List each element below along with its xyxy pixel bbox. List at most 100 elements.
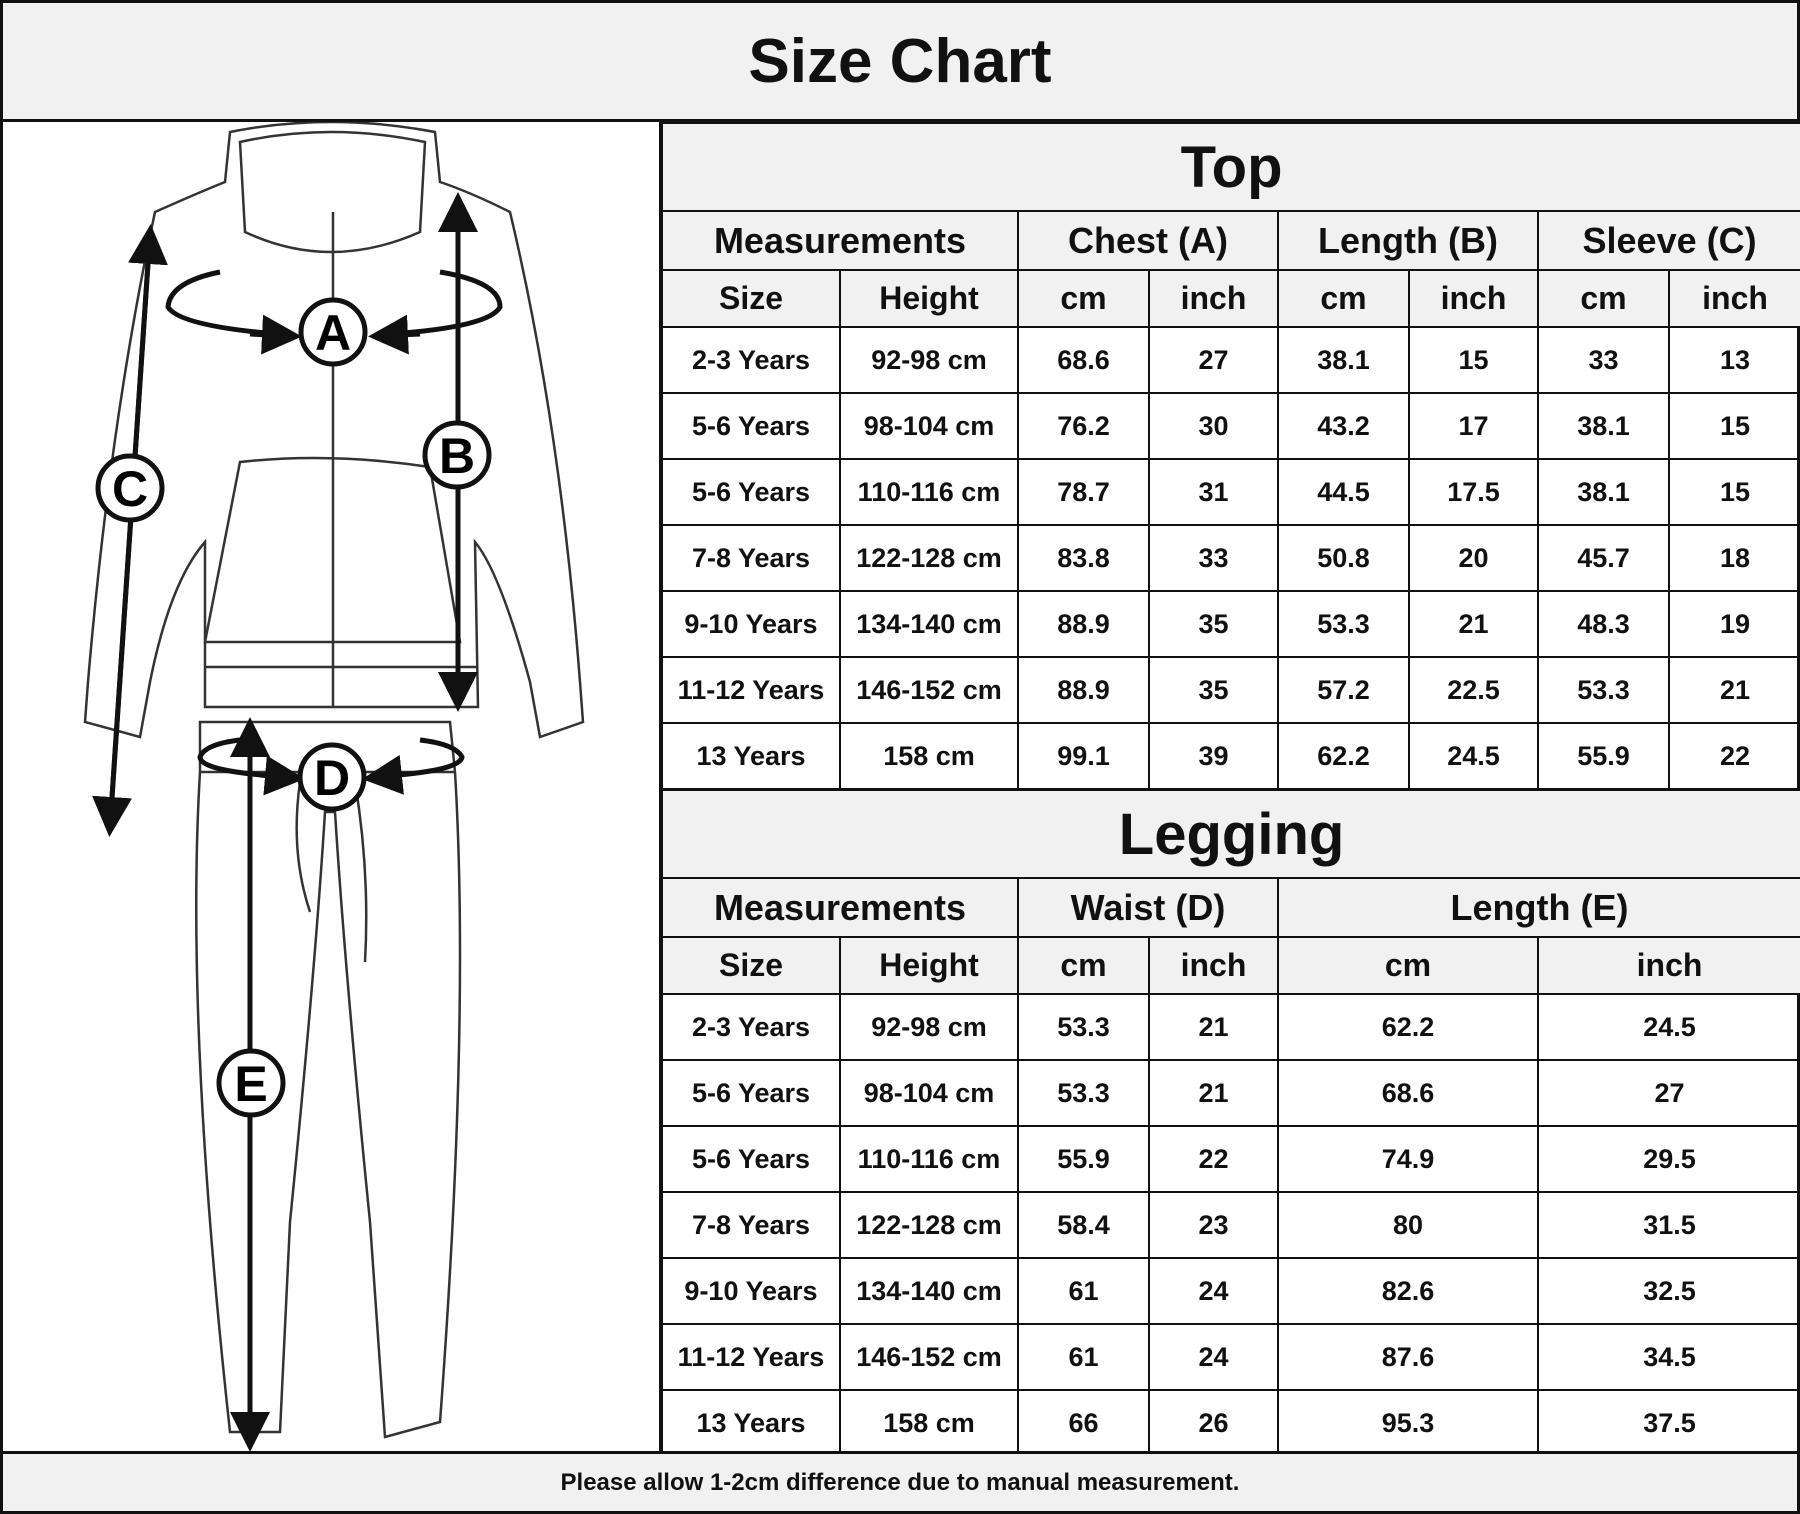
- table-cell: 24.5: [1536, 993, 1800, 1061]
- table-cell: 24: [1148, 1257, 1279, 1325]
- table-cell: 43.2: [1277, 392, 1410, 460]
- table-cell: 58.4: [1017, 1191, 1150, 1259]
- table-row: 9-10 Years 134-140 cm 88.9 35 53.3 21 48.3 19: [661, 590, 1800, 658]
- table-cell: 13 Years: [661, 722, 841, 790]
- column-header: cm: [1537, 269, 1670, 328]
- table-cell: 24: [1148, 1323, 1279, 1391]
- table-cell: 34.5: [1536, 1323, 1800, 1391]
- marker-c: C: [95, 453, 165, 523]
- table-cell: 21: [1148, 993, 1279, 1061]
- table-cell: 61: [1017, 1257, 1150, 1325]
- table-cell: 50.8: [1277, 524, 1410, 592]
- table-cell: 24.5: [1408, 722, 1539, 790]
- table-cell: 87.6: [1277, 1323, 1539, 1391]
- table-cell: 92-98 cm: [839, 326, 1019, 394]
- table-cell: 30: [1148, 392, 1279, 460]
- column-header: Height: [839, 936, 1019, 995]
- table-cell: 88.9: [1017, 656, 1150, 724]
- column-header: inch: [1536, 936, 1800, 995]
- table-cell: 19: [1667, 590, 1800, 658]
- table-cell: 18: [1667, 524, 1800, 592]
- table-row: 5-6 Years 110-116 cm 78.7 31 44.5 17.5 38.1 15: [661, 458, 1800, 526]
- table-cell: 33: [1148, 524, 1279, 592]
- table-cell: 27: [1536, 1059, 1800, 1127]
- table-cell: 122-128 cm: [839, 1191, 1019, 1259]
- table-cell: 22.5: [1408, 656, 1539, 724]
- table-cell: 98-104 cm: [839, 392, 1019, 460]
- table-cell: 27: [1148, 326, 1279, 394]
- column-header: Size: [661, 269, 841, 328]
- table-cell: 146-152 cm: [839, 656, 1019, 724]
- marker-a: A: [298, 297, 368, 367]
- table-cell: 110-116 cm: [839, 458, 1019, 526]
- table-cell: 68.6: [1277, 1059, 1539, 1127]
- column-header: inch: [1667, 269, 1800, 328]
- table-cell: 13 Years: [661, 1389, 841, 1457]
- footer-note: Please allow 1-2cm difference due to man…: [0, 1451, 1800, 1514]
- table-cell: 35: [1148, 656, 1279, 724]
- table-cell: 57.2: [1277, 656, 1410, 724]
- column-header: cm: [1017, 269, 1150, 328]
- table-cell: 17: [1408, 392, 1539, 460]
- table-cell: 122-128 cm: [839, 524, 1019, 592]
- table-row: 2-3 Years 92-98 cm 53.3 21 62.2 24.5: [661, 993, 1800, 1061]
- table-cell: 88.9: [1017, 590, 1150, 658]
- table-cell: 134-140 cm: [839, 590, 1019, 658]
- svg-text:D: D: [314, 750, 350, 806]
- table-cell: 92-98 cm: [839, 993, 1019, 1061]
- table-cell: 21: [1408, 590, 1539, 658]
- table-cell: 37.5: [1536, 1389, 1800, 1457]
- table-cell: 5-6 Years: [661, 458, 841, 526]
- svg-text:C: C: [112, 461, 148, 517]
- table-cell: 13: [1667, 326, 1800, 394]
- table-cell: 22: [1148, 1125, 1279, 1193]
- table-cell: 82.6: [1277, 1257, 1539, 1325]
- table-cell: 9-10 Years: [661, 590, 841, 658]
- group-header: Measurements: [661, 877, 1019, 938]
- table-cell: 110-116 cm: [839, 1125, 1019, 1193]
- column-header: inch: [1408, 269, 1539, 328]
- table-row: 7-8 Years 122-128 cm 83.8 33 50.8 20 45.7 18: [661, 524, 1800, 592]
- table-cell: 38.1: [1277, 326, 1410, 394]
- svg-text:E: E: [234, 1056, 267, 1112]
- svg-text:A: A: [315, 305, 351, 361]
- table-cell: 134-140 cm: [839, 1257, 1019, 1325]
- table-cell: 66: [1017, 1389, 1150, 1457]
- tracksuit-drawing: A B C D E: [83, 120, 585, 1452]
- table-cell: 80: [1277, 1191, 1539, 1259]
- legging-section-title: Legging: [660, 789, 1800, 879]
- table-cell: 39: [1148, 722, 1279, 790]
- table-cell: 35: [1148, 590, 1279, 658]
- table-row: 7-8 Years 122-128 cm 58.4 23 80 31.5: [661, 1191, 1800, 1259]
- table-cell: 26: [1148, 1389, 1279, 1457]
- table-cell: 53.3: [1017, 1059, 1150, 1127]
- table-cell: 45.7: [1537, 524, 1670, 592]
- hoodie-outline: [83, 120, 585, 739]
- table-cell: 48.3: [1537, 590, 1670, 658]
- group-header: Length (B): [1277, 210, 1539, 271]
- column-header: cm: [1017, 936, 1150, 995]
- table-row: 9-10 Years 134-140 cm 61 24 82.6 32.5: [661, 1257, 1800, 1325]
- table-cell: 146-152 cm: [839, 1323, 1019, 1391]
- table-cell: 38.1: [1537, 392, 1670, 460]
- table-cell: 158 cm: [839, 722, 1019, 790]
- column-header: Size: [661, 936, 841, 995]
- top-size-table: Top Measurements Chest (A) Length (B) Sl…: [660, 122, 1800, 790]
- table-cell: 15: [1667, 458, 1800, 526]
- group-header: Measurements: [661, 210, 1019, 271]
- table-cell: 99.1: [1017, 722, 1150, 790]
- table-cell: 15: [1667, 392, 1800, 460]
- table-cell: 17.5: [1408, 458, 1539, 526]
- table-cell: 31: [1148, 458, 1279, 526]
- group-header: Length (E): [1276, 877, 1800, 938]
- table-row: 2-3 Years 92-98 cm 68.6 27 38.1 15 33 13: [661, 326, 1800, 394]
- table-cell: 53.3: [1017, 993, 1150, 1061]
- column-header: inch: [1148, 269, 1279, 328]
- group-header: Chest (A): [1017, 210, 1279, 271]
- group-header: Waist (D): [1017, 877, 1279, 938]
- table-cell: 9-10 Years: [661, 1257, 841, 1325]
- table-cell: 158 cm: [839, 1389, 1019, 1457]
- table-cell: 38.1: [1537, 458, 1670, 526]
- table-cell: 31.5: [1536, 1191, 1800, 1259]
- table-row: 5-6 Years 98-104 cm 76.2 30 43.2 17 38.1 15: [661, 392, 1800, 460]
